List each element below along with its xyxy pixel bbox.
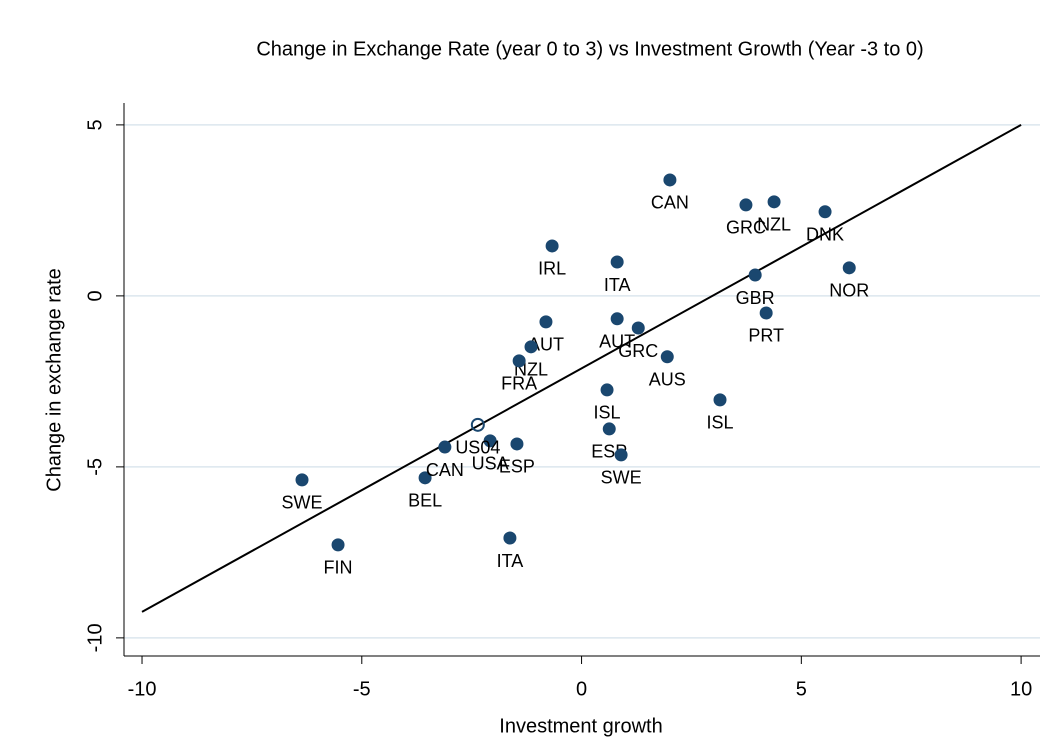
- point-label: SWE: [282, 493, 323, 513]
- point-label: NOR: [829, 281, 869, 301]
- x-tick-label: 10: [1010, 678, 1032, 700]
- point: [748, 268, 762, 282]
- x-tick-label: -5: [353, 678, 371, 700]
- point-label: AUT: [528, 335, 564, 355]
- y-tick-label: -10: [84, 623, 106, 652]
- point-label: ITA: [604, 275, 631, 295]
- point: [767, 195, 781, 209]
- point: [842, 261, 856, 275]
- point-label: IRL: [538, 259, 566, 279]
- point: [631, 321, 645, 335]
- point: [503, 531, 517, 545]
- point-label: FIN: [324, 558, 353, 578]
- point: [545, 239, 559, 253]
- point: [470, 417, 485, 432]
- point: [614, 448, 628, 462]
- x-tick-label: -10: [128, 678, 157, 700]
- point: [610, 312, 624, 326]
- point-label: ISL: [706, 413, 733, 433]
- point: [331, 538, 345, 552]
- y-axis-title: Change in exchange rate: [43, 268, 65, 492]
- x-tick-label: 0: [576, 678, 587, 700]
- point-label: ESP: [499, 457, 535, 477]
- point-label: USA: [472, 454, 509, 474]
- point-label: CAN: [651, 193, 689, 213]
- point-label: AUS: [649, 370, 686, 390]
- point-label: ISL: [594, 403, 621, 423]
- point-label: GBR: [736, 288, 775, 308]
- point-label: BEL: [408, 491, 442, 511]
- y-tick-label: -5: [84, 458, 106, 476]
- x-tick-label: 5: [796, 678, 807, 700]
- point: [759, 306, 773, 320]
- point: [438, 440, 452, 454]
- point: [483, 434, 497, 448]
- point-label: ITA: [497, 551, 524, 571]
- y-tick-label: 0: [84, 290, 106, 301]
- point: [610, 255, 624, 269]
- point: [295, 473, 309, 487]
- point: [524, 340, 538, 354]
- point-label: NZL: [757, 215, 791, 235]
- fit-line: [141, 124, 1022, 613]
- point: [818, 205, 832, 219]
- point-label: AUT: [599, 332, 635, 352]
- chart-title: Change in Exchange Rate (year 0 to 3) vs…: [256, 38, 923, 60]
- point: [600, 383, 614, 397]
- point: [510, 437, 524, 451]
- point-label: PRT: [748, 326, 784, 346]
- point-label: GRC: [618, 341, 658, 361]
- y-tick-label: 5: [84, 119, 106, 130]
- point-label: DNK: [806, 225, 844, 245]
- point-label: FRA: [501, 374, 537, 394]
- point: [512, 354, 526, 368]
- point: [602, 422, 616, 436]
- point: [663, 173, 677, 187]
- point: [660, 350, 674, 364]
- point: [418, 471, 432, 485]
- point-label: CAN: [426, 460, 464, 480]
- point-label: GRC: [726, 218, 766, 238]
- point: [539, 315, 553, 329]
- point: [739, 198, 753, 212]
- point-label: US04: [455, 438, 500, 458]
- point-label: SWE: [601, 468, 642, 488]
- x-axis-title: Investment growth: [499, 715, 662, 737]
- point: [713, 393, 727, 407]
